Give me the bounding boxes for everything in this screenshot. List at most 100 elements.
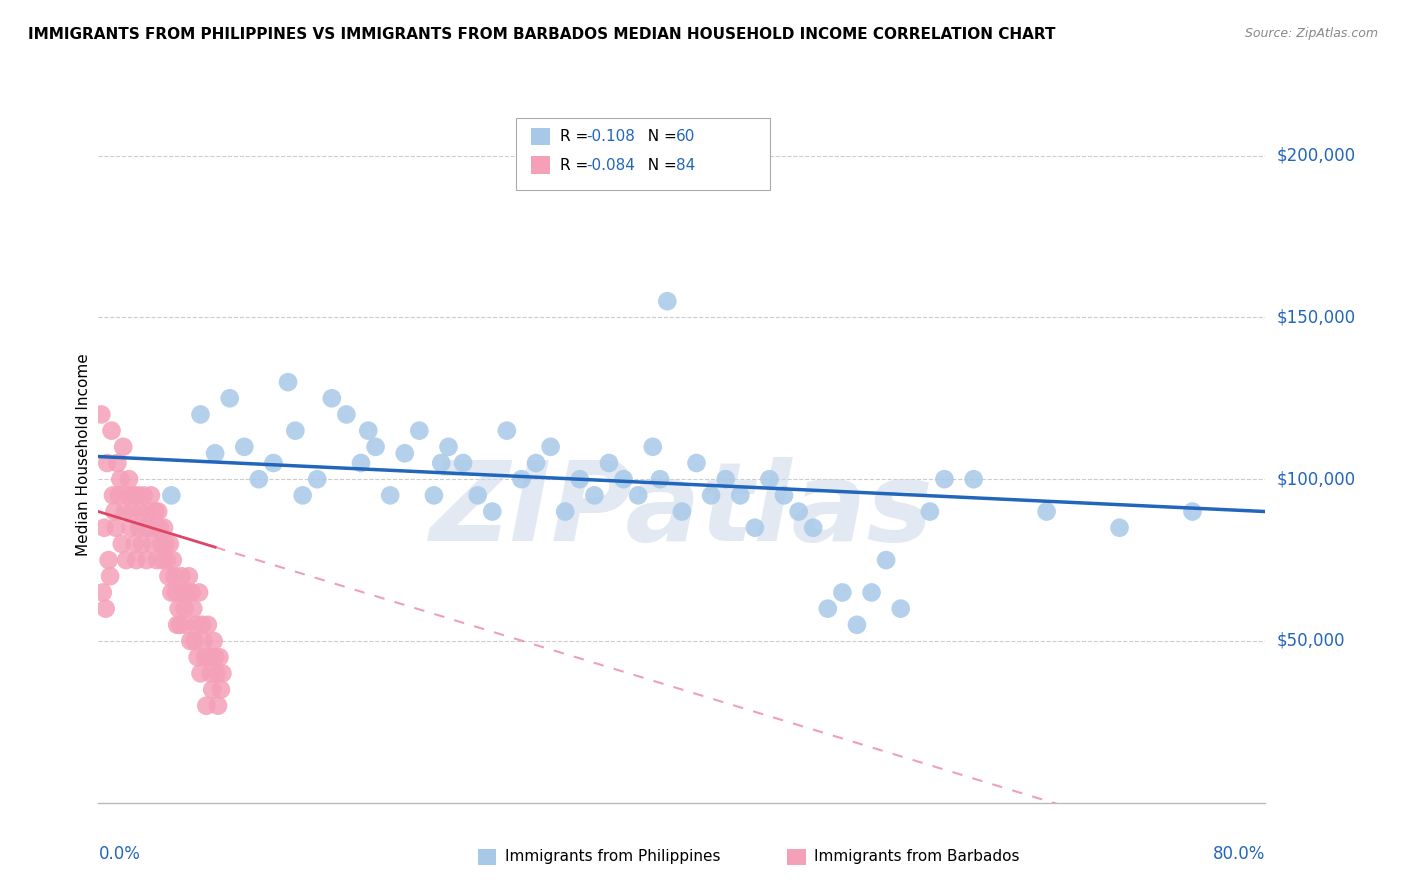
Point xyxy=(121,504,143,518)
Point xyxy=(787,504,810,518)
Point xyxy=(1108,521,1130,535)
Text: R =: R = xyxy=(560,158,593,172)
Point xyxy=(201,682,224,697)
Point xyxy=(831,585,853,599)
Point xyxy=(143,504,166,518)
Point xyxy=(321,392,343,406)
Point xyxy=(207,698,229,713)
Point xyxy=(134,521,156,535)
Point xyxy=(205,666,228,681)
Point xyxy=(198,650,221,665)
Text: -0.108: -0.108 xyxy=(586,129,636,144)
Point xyxy=(186,617,208,632)
Point xyxy=(100,424,122,438)
Point xyxy=(170,569,193,583)
Point xyxy=(648,472,671,486)
Point xyxy=(277,375,299,389)
Text: ZIPatlas: ZIPatlas xyxy=(430,457,934,564)
Point xyxy=(156,553,179,567)
Point xyxy=(112,440,135,454)
Point xyxy=(350,456,373,470)
Text: -0.084: -0.084 xyxy=(586,158,636,172)
Point xyxy=(183,634,205,648)
Point xyxy=(163,569,186,583)
Point xyxy=(139,488,162,502)
Text: 84: 84 xyxy=(676,158,696,172)
Point xyxy=(437,440,460,454)
Point xyxy=(173,601,195,615)
Point xyxy=(291,488,314,502)
Text: R =: R = xyxy=(560,129,593,144)
Point xyxy=(202,634,225,648)
Point xyxy=(160,488,183,502)
Point xyxy=(148,504,170,518)
Point xyxy=(159,537,181,551)
Text: Immigrants from Barbados: Immigrants from Barbados xyxy=(814,849,1019,863)
Y-axis label: Median Household Income: Median Household Income xyxy=(76,353,91,557)
Point xyxy=(773,488,796,502)
Point xyxy=(114,504,136,518)
Point xyxy=(408,424,430,438)
Point xyxy=(247,472,270,486)
Point xyxy=(641,440,664,454)
Point xyxy=(233,440,256,454)
Point xyxy=(101,488,124,502)
Point xyxy=(176,585,198,599)
Point xyxy=(115,553,138,567)
Text: 0.0%: 0.0% xyxy=(98,845,141,863)
Point xyxy=(149,521,172,535)
Point xyxy=(118,472,141,486)
Text: 80.0%: 80.0% xyxy=(1213,845,1265,863)
Text: 60: 60 xyxy=(676,129,696,144)
Point xyxy=(188,585,211,599)
Point xyxy=(150,537,173,551)
Point xyxy=(103,504,125,518)
Point xyxy=(125,553,148,567)
Point xyxy=(190,666,212,681)
Point xyxy=(142,521,165,535)
Point xyxy=(117,488,139,502)
Point xyxy=(181,601,204,615)
Point xyxy=(481,504,503,518)
Point xyxy=(104,521,127,535)
Point xyxy=(357,424,380,438)
Text: $150,000: $150,000 xyxy=(1277,309,1355,326)
Point xyxy=(155,537,177,551)
Point xyxy=(700,488,723,502)
Point xyxy=(860,585,883,599)
Point xyxy=(495,424,517,438)
Point xyxy=(962,472,984,486)
Point xyxy=(120,521,142,535)
Point xyxy=(141,537,163,551)
Point xyxy=(218,392,240,406)
Point xyxy=(124,537,146,551)
Point xyxy=(167,601,190,615)
Point xyxy=(166,617,188,632)
Point xyxy=(93,521,115,535)
Point xyxy=(194,650,217,665)
Point xyxy=(612,472,634,486)
Point xyxy=(262,456,284,470)
Point xyxy=(98,569,121,583)
Point xyxy=(378,488,402,502)
Text: N =: N = xyxy=(638,129,682,144)
Point xyxy=(1035,504,1057,518)
Point xyxy=(187,650,209,665)
Point xyxy=(132,488,155,502)
Point xyxy=(394,446,416,460)
Point xyxy=(744,521,766,535)
Point xyxy=(200,666,222,681)
Point xyxy=(180,585,202,599)
Point xyxy=(90,408,112,422)
Point xyxy=(540,440,562,454)
Point xyxy=(524,456,547,470)
Text: $200,000: $200,000 xyxy=(1277,146,1355,165)
Text: IMMIGRANTS FROM PHILIPPINES VS IMMIGRANTS FROM BARBADOS MEDIAN HOUSEHOLD INCOME : IMMIGRANTS FROM PHILIPPINES VS IMMIGRANT… xyxy=(28,27,1056,42)
Point xyxy=(138,521,160,535)
Point xyxy=(890,601,912,615)
Point xyxy=(510,472,533,486)
Point xyxy=(211,666,233,681)
Point xyxy=(467,488,489,502)
Point xyxy=(451,456,474,470)
Point xyxy=(307,472,329,486)
